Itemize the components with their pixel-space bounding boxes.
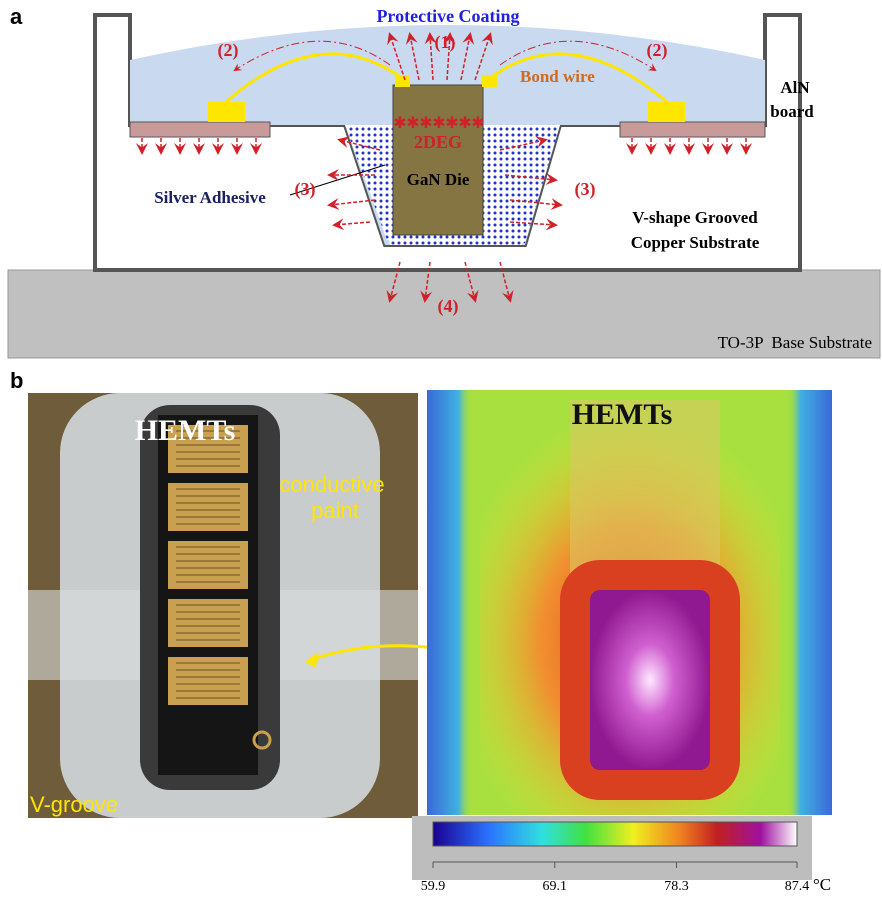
pad xyxy=(648,102,685,122)
star: ✱ xyxy=(406,115,419,132)
hot-spot xyxy=(590,590,710,770)
panel-label: a xyxy=(10,4,23,29)
path-label: (2) xyxy=(647,40,668,61)
path-label: (4) xyxy=(438,296,459,317)
substrate-label: Copper Substrate xyxy=(631,233,760,252)
gan-die xyxy=(393,85,483,235)
star: ✱ xyxy=(393,115,406,132)
star: ✱ xyxy=(419,115,432,132)
star: ✱ xyxy=(432,115,445,132)
die-label: GaN Die xyxy=(407,170,470,189)
aln-label: AlN xyxy=(780,78,810,97)
coating-label: Protective Coating xyxy=(376,6,519,26)
path-label: (3) xyxy=(575,179,596,200)
cool-edge xyxy=(427,390,472,815)
hemts-label: HEMTs xyxy=(572,398,673,431)
tick-label: 87.4 xyxy=(785,879,810,894)
tick-label: 59.9 xyxy=(421,879,446,894)
aln-label: board xyxy=(770,102,814,121)
colorbar-scale xyxy=(433,822,797,846)
cool-edge xyxy=(787,390,832,815)
unit-label: °C xyxy=(813,875,831,894)
tick-label: 69.1 xyxy=(543,879,568,894)
star: ✱ xyxy=(445,115,458,132)
aln-board xyxy=(130,122,270,137)
photo: HEMTs conductive paint V-groove xyxy=(28,393,435,818)
thermal-image: HEMTs xyxy=(427,390,832,815)
aln-board xyxy=(620,122,765,137)
paint-label: paint xyxy=(311,498,359,523)
star: ✱ xyxy=(458,115,471,132)
hemt-pads xyxy=(168,425,248,705)
panel-a: a ✱✱✱✱✱✱✱ Protective Coating (1) (2) (2)… xyxy=(8,4,880,358)
star: ✱ xyxy=(471,115,484,132)
path-label: (2) xyxy=(218,40,239,61)
figure: a ✱✱✱✱✱✱✱ Protective Coating (1) (2) (2)… xyxy=(0,0,882,897)
path-label: (1) xyxy=(435,32,456,53)
panel-b: b HEMTs conductive paint V-groove HEMTs … xyxy=(10,368,832,894)
pad xyxy=(208,102,245,122)
colorbar: 59.9 69.1 78.3 87.4°C xyxy=(412,816,831,894)
panel-label: b xyxy=(10,368,23,393)
adhesive-label: Silver Adhesive xyxy=(154,188,266,207)
paint-label: conductive xyxy=(279,472,384,497)
tick-label: 78.3 xyxy=(664,879,689,894)
path-label: (3) xyxy=(295,179,316,200)
bond-wire-label: Bond wire xyxy=(520,67,595,86)
hemts-label: HEMTs xyxy=(135,414,236,447)
groove-label: V-groove xyxy=(30,792,118,817)
substrate-label: V-shape Grooved xyxy=(632,208,758,227)
base-label: TO-3P Base Substrate xyxy=(718,333,872,352)
two-deg-label: 2DEG xyxy=(414,132,462,152)
